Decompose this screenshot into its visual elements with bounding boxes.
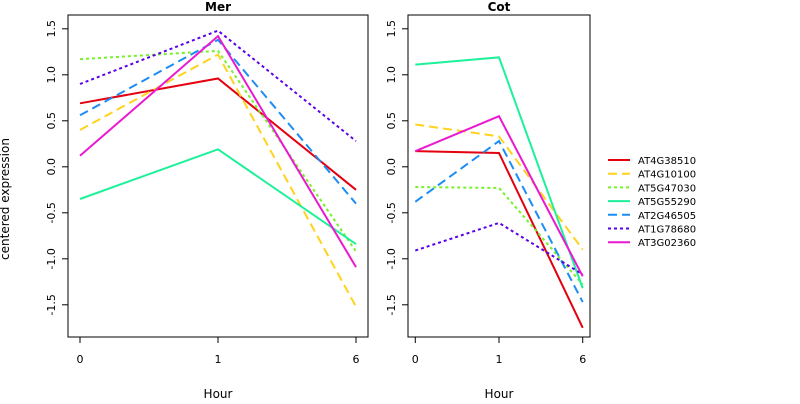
y-tick-label: -1.5 <box>385 294 398 315</box>
x-tick-label: 0 <box>77 353 84 366</box>
y-tick-label: 1.5 <box>45 20 58 38</box>
legend-label: AT3G02360 <box>638 238 696 249</box>
legend-label: AT5G47030 <box>638 183 696 194</box>
series-line-at4g10100 <box>79 53 357 308</box>
y-axis-label: centered expression <box>0 138 12 260</box>
x-axis-label: Hour <box>485 387 514 400</box>
y-tick-label: -0.5 <box>385 202 398 223</box>
series-line-at5g47030 <box>415 186 584 286</box>
series-line-at2g46505 <box>79 38 357 205</box>
series-line-at5g47030 <box>79 49 357 253</box>
panel-title: Mer <box>205 0 231 14</box>
series-line-at4g10100 <box>415 123 584 251</box>
y-tick-label: 1.0 <box>385 66 398 84</box>
series-line-at4g38510 <box>415 150 584 329</box>
y-tick-label: -1.0 <box>385 248 398 269</box>
series-line-at4g38510 <box>79 77 357 191</box>
x-tick-label: 1 <box>215 353 222 366</box>
y-tick-label: 0.0 <box>45 158 58 176</box>
y-tick-label: 0.5 <box>385 112 398 130</box>
x-tick-label: 0 <box>412 353 419 366</box>
y-tick-label: -1.5 <box>45 294 58 315</box>
legend-label: AT5G55290 <box>638 197 696 208</box>
legend-label: AT1G78680 <box>638 225 696 236</box>
y-tick-label: 0.0 <box>385 158 398 176</box>
x-tick-label: 6 <box>579 353 586 366</box>
y-tick-label: 1.5 <box>385 20 398 38</box>
legend-label: AT4G38510 <box>638 156 696 167</box>
plot-frame <box>67 14 369 338</box>
series-line-at3g02360 <box>79 34 357 268</box>
series-line-at1g78680 <box>414 221 584 276</box>
y-tick-label: 1.0 <box>45 66 58 84</box>
series-line-at5g55290 <box>415 56 584 289</box>
y-tick-label: -0.5 <box>45 202 58 223</box>
series-line-at5g55290 <box>79 148 357 245</box>
x-tick-label: 6 <box>353 353 360 366</box>
series-line-at2g46505 <box>414 139 584 303</box>
legend-label: AT2G46505 <box>638 211 696 222</box>
x-tick-label: 1 <box>496 353 503 366</box>
panel-title: Cot <box>488 0 511 14</box>
series-line-at3g02360 <box>414 114 584 277</box>
y-tick-label: 0.5 <box>45 112 58 130</box>
y-tick-label: -1.0 <box>45 248 58 269</box>
x-axis-label: Hour <box>204 387 233 400</box>
legend-label: AT4G10100 <box>638 170 696 181</box>
series-line-at1g78680 <box>79 29 357 142</box>
